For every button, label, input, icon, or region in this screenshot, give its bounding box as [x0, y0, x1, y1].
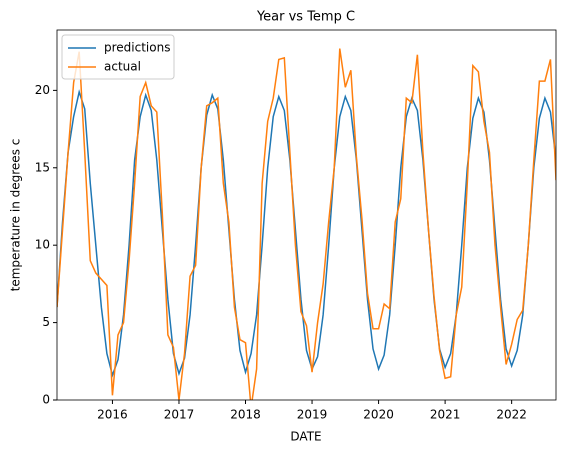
x-tick-label: 2022: [496, 408, 527, 422]
y-axis-label: temperature in degrees c: [9, 139, 23, 292]
x-tick-label: 2021: [430, 408, 461, 422]
legend-box: [61, 34, 175, 80]
y-tick-label: 15: [35, 160, 50, 174]
series-line: [57, 48, 556, 400]
x-axis-label: DATE: [290, 430, 321, 444]
legend-label: predictions: [104, 41, 170, 55]
legend: predictions actual: [61, 34, 175, 80]
y-tick-label: 0: [42, 393, 50, 407]
x-tick-label: 2019: [297, 408, 328, 422]
y-tick-label: 10: [35, 238, 50, 252]
x-tick-label: 2018: [230, 408, 261, 422]
series-line: [57, 89, 556, 378]
x-tick-label: 2020: [363, 408, 394, 422]
chart-title: Year vs Temp C: [256, 10, 355, 25]
plot-frame: [56, 29, 557, 401]
y-tick-label: 5: [42, 315, 50, 329]
legend-label: actual: [104, 60, 141, 74]
plot-lines: [57, 48, 556, 400]
x-tick-label: 2017: [164, 408, 195, 422]
x-tick-label: 2016: [97, 408, 128, 422]
y-tick-label: 20: [35, 83, 50, 97]
